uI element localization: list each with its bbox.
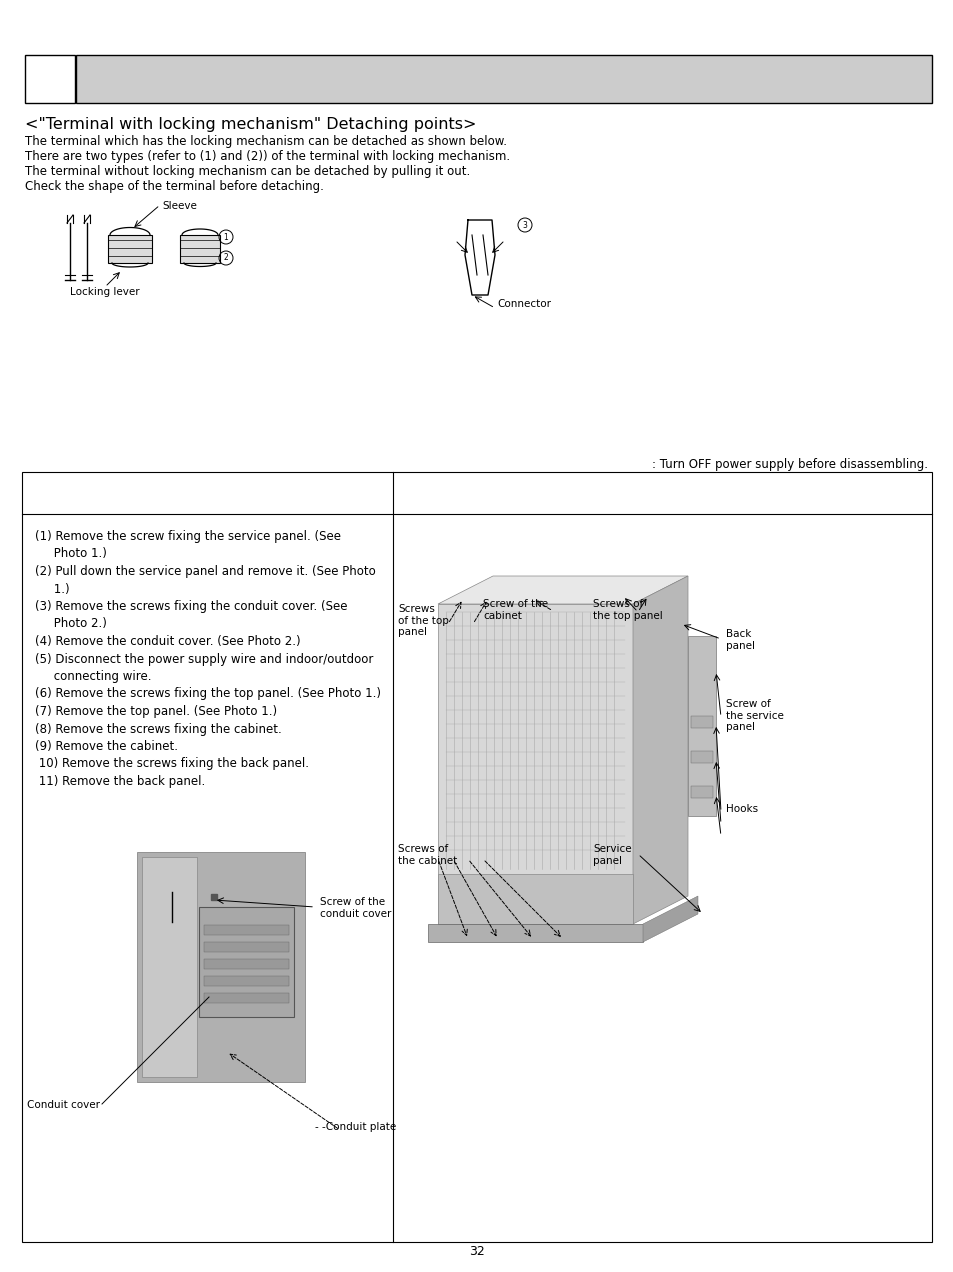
Text: (4) Remove the conduit cover. (See Photo 2.): (4) Remove the conduit cover. (See Photo… — [35, 635, 300, 647]
Text: (5) Disconnect the power supply wire and indoor/outdoor: (5) Disconnect the power supply wire and… — [35, 653, 373, 665]
Bar — [137, 852, 305, 1082]
Text: (3) Remove the screws fixing the conduit cover. (See: (3) Remove the screws fixing the conduit… — [35, 600, 347, 613]
Text: Check the shape of the terminal before detaching.: Check the shape of the terminal before d… — [25, 181, 323, 193]
Text: Sleeve: Sleeve — [162, 201, 196, 211]
Text: - -Conduit plate: - -Conduit plate — [314, 1122, 395, 1132]
Text: 32: 32 — [469, 1245, 484, 1258]
Bar — [25, 55, 75, 103]
Text: Photo 1.): Photo 1.) — [35, 547, 107, 561]
Text: 2: 2 — [223, 253, 228, 262]
Text: Screws of
the cabinet: Screws of the cabinet — [397, 845, 456, 866]
Bar — [687, 636, 716, 817]
Bar — [204, 943, 289, 951]
Bar — [428, 923, 642, 943]
Bar — [199, 907, 294, 1018]
Text: Screw of the
cabinet: Screw of the cabinet — [482, 599, 548, 621]
Text: Connector: Connector — [497, 299, 551, 309]
Text: <"Terminal with locking mechanism" Detaching points>: <"Terminal with locking mechanism" Detac… — [25, 117, 476, 132]
Text: : Turn OFF power supply before disassembling.: : Turn OFF power supply before disassemb… — [651, 458, 927, 471]
Bar — [204, 976, 289, 986]
Bar — [204, 959, 289, 969]
Text: Screw of the
conduit cover: Screw of the conduit cover — [319, 897, 391, 918]
Polygon shape — [642, 895, 698, 943]
Text: Conduit cover: Conduit cover — [27, 1100, 100, 1110]
Text: 3: 3 — [522, 220, 527, 229]
Bar — [204, 925, 289, 935]
Text: There are two types (refer to (1) and (2)) of the terminal with locking mechanis: There are two types (refer to (1) and (2… — [25, 150, 510, 163]
Text: (2) Pull down the service panel and remove it. (See Photo: (2) Pull down the service panel and remo… — [35, 565, 375, 577]
Bar — [437, 604, 633, 923]
Text: Service
panel: Service panel — [593, 845, 631, 866]
Text: Screw of
the service
panel: Screw of the service panel — [725, 700, 783, 733]
Bar — [76, 55, 931, 103]
Text: The terminal which has the locking mechanism can be detached as shown below.: The terminal which has the locking mecha… — [25, 135, 506, 148]
Text: Screws of
the top panel: Screws of the top panel — [593, 599, 662, 621]
Text: 11) Remove the back panel.: 11) Remove the back panel. — [35, 775, 205, 787]
Text: Photo 2.): Photo 2.) — [35, 617, 107, 631]
Text: (7) Remove the top panel. (See Photo 1.): (7) Remove the top panel. (See Photo 1.) — [35, 705, 276, 717]
Text: Locking lever: Locking lever — [70, 287, 139, 296]
Bar — [204, 993, 289, 1004]
Polygon shape — [437, 576, 687, 604]
Text: (8) Remove the screws fixing the cabinet.: (8) Remove the screws fixing the cabinet… — [35, 722, 281, 735]
Text: (1) Remove the screw fixing the service panel. (See: (1) Remove the screw fixing the service … — [35, 530, 340, 543]
Bar — [690, 716, 712, 728]
Text: 10) Remove the screws fixing the back panel.: 10) Remove the screws fixing the back pa… — [35, 758, 309, 771]
Text: The terminal without locking mechanism can be detached by pulling it out.: The terminal without locking mechanism c… — [25, 165, 470, 178]
Text: (6) Remove the screws fixing the top panel. (See Photo 1.): (6) Remove the screws fixing the top pan… — [35, 687, 380, 701]
Bar — [437, 874, 633, 923]
Text: connecting wire.: connecting wire. — [35, 670, 152, 683]
Text: Back
panel: Back panel — [725, 628, 754, 650]
Text: Screws
of the top
panel: Screws of the top panel — [397, 604, 449, 637]
Text: (9) Remove the cabinet.: (9) Remove the cabinet. — [35, 740, 178, 753]
Text: 1.): 1.) — [35, 583, 70, 595]
Text: 1: 1 — [223, 233, 228, 242]
Bar — [22, 472, 931, 1241]
Bar — [690, 750, 712, 763]
Bar — [690, 786, 712, 798]
Text: Hooks: Hooks — [725, 804, 758, 814]
Polygon shape — [633, 576, 687, 923]
Bar — [180, 235, 220, 263]
Bar — [108, 235, 152, 263]
Bar — [142, 857, 196, 1077]
